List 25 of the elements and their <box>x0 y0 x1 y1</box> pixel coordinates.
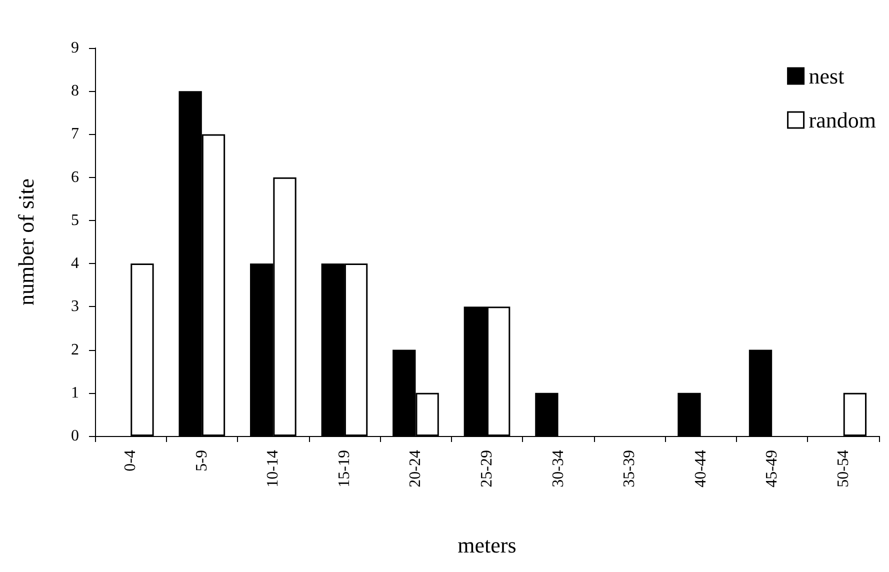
y-tick-label: 7 <box>71 126 79 143</box>
x-tick-label: 35-39 <box>621 450 638 488</box>
y-axis-title: number of site <box>14 178 38 306</box>
x-tick-label: 0-4 <box>122 450 140 472</box>
y-tick-label: 5 <box>71 212 79 229</box>
y-tick-label: 3 <box>71 298 79 316</box>
x-tick-label: 25-29 <box>478 450 496 488</box>
legend-label: random <box>808 108 876 132</box>
y-tick-label: 1 <box>71 384 79 402</box>
x-tick-label: 5-9 <box>193 450 210 472</box>
x-tick-label: 50-54 <box>834 450 852 488</box>
y-tick-label: 0 <box>71 428 79 444</box>
y-tick-label: 4 <box>71 255 79 272</box>
x-tick-label: 15-19 <box>336 450 353 488</box>
x-tick-label: 20-24 <box>407 450 424 488</box>
y-tick-label: 8 <box>71 82 79 100</box>
x-axis-title: meters <box>458 532 516 558</box>
legend-label: nest <box>808 64 844 88</box>
x-tick-label: 30-34 <box>550 450 567 488</box>
y-tick-label: 9 <box>71 40 79 56</box>
x-tick-label: 45-49 <box>764 450 781 488</box>
y-tick-label: 6 <box>71 168 79 186</box>
y-tick-label: 2 <box>71 341 79 358</box>
x-tick-label: 40-44 <box>692 450 710 488</box>
x-tick-label: 10-14 <box>264 450 282 488</box>
